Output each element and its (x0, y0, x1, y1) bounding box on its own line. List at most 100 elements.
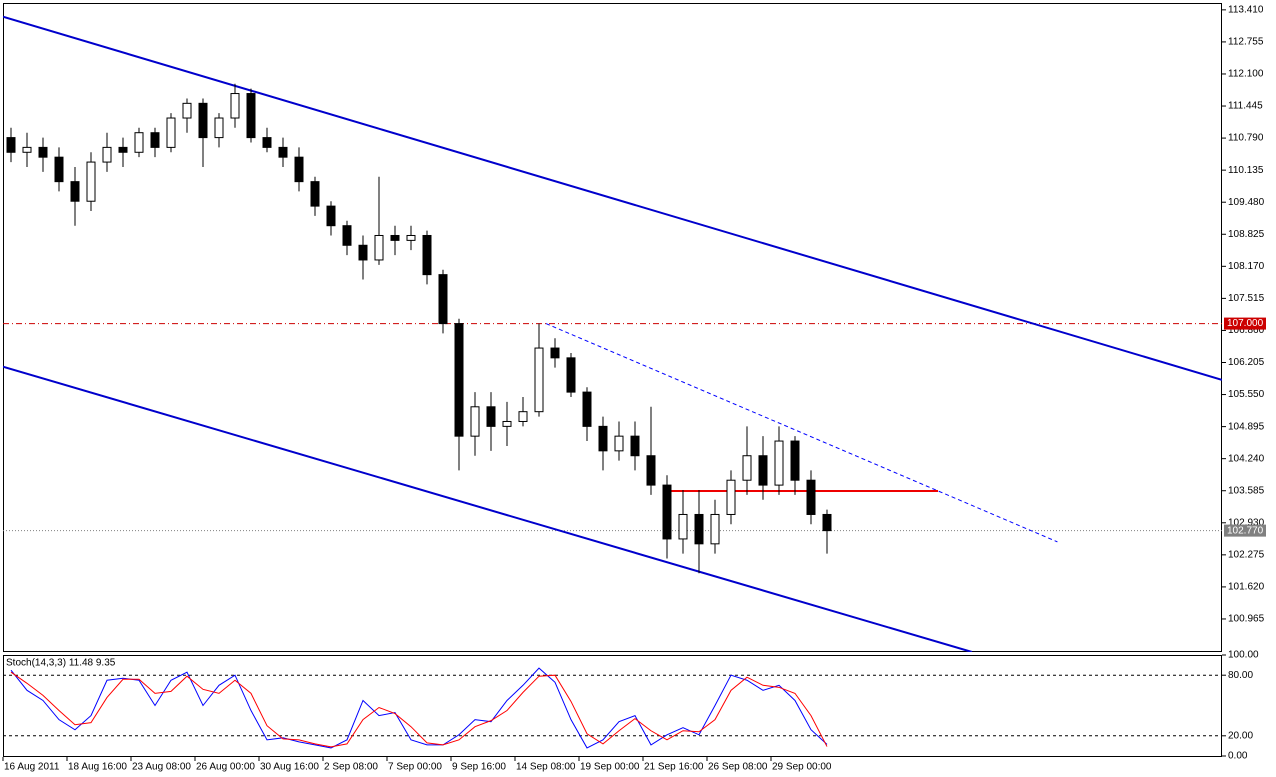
candle-body (214, 117, 224, 139)
candle-body (822, 513, 832, 532)
x-tick-label: 7 Sep 00:00 (388, 762, 442, 773)
y-tick-label: 108.170 (1228, 261, 1265, 272)
candle-body (502, 420, 512, 427)
x-tick-label: 21 Sep 16:00 (644, 762, 704, 773)
trendline (545, 323, 1058, 543)
y-tick-label: 108.825 (1228, 229, 1265, 240)
y-tick-label: 0.00 (1228, 751, 1248, 762)
price-label-box (1224, 317, 1266, 330)
candle-body (630, 435, 640, 457)
y-tick-label: 20.00 (1228, 730, 1253, 741)
y-tick-label: 104.895 (1228, 421, 1265, 432)
stoch-line (10, 671, 828, 748)
candle-body (486, 406, 496, 427)
main-panel (3, 3, 1222, 652)
x-tick-label: 9 Sep 16:00 (452, 762, 506, 773)
candle-body (310, 181, 320, 207)
plot-area (3, 15, 1222, 652)
candle-body (22, 146, 32, 153)
candle-body (454, 323, 464, 437)
candle-body (198, 102, 208, 139)
y-tick-label: 100.00 (1228, 650, 1259, 661)
candle-body (6, 137, 16, 153)
candle-body (102, 146, 112, 163)
stoch-title: Stoch(14,3,3) 11.48 9.35 (6, 658, 116, 669)
candle-body (54, 156, 64, 183)
price-label-box (1224, 524, 1266, 537)
candle-body (518, 411, 528, 422)
candle-body (662, 484, 672, 540)
y-tick-label: 105.550 (1228, 389, 1265, 400)
x-tick-label: 16 Aug 2011 (4, 762, 60, 773)
y-tick-label: 110.135 (1228, 165, 1264, 176)
y-tick-label: 103.585 (1228, 485, 1265, 496)
y-tick-label: 113.410 (1228, 4, 1264, 15)
price-label: 102.770 (1227, 525, 1264, 536)
candle-body (390, 234, 400, 241)
candle-body (774, 440, 784, 486)
candle-body (646, 455, 656, 486)
y-tick-label: 102.930 (1228, 517, 1265, 528)
candle-body (806, 479, 816, 515)
candle-body (246, 93, 256, 139)
candle-body (694, 513, 704, 545)
trendline (3, 15, 1222, 381)
candle-body (230, 93, 240, 119)
x-tick-label: 19 Sep 00:00 (580, 762, 640, 773)
candle-body (326, 205, 336, 227)
candle-body (534, 347, 544, 413)
y-tick-label: 101.620 (1228, 582, 1265, 593)
y-tick-label: 112.100 (1228, 69, 1264, 80)
candle-body (726, 479, 736, 515)
candle-body (790, 440, 800, 481)
y-tick-label: 112.755 (1228, 37, 1264, 48)
y-tick-label: 102.275 (1228, 549, 1265, 560)
candle-body (358, 244, 368, 261)
x-tick-label: 26 Sep 08:00 (708, 762, 768, 773)
y-tick-label: 106.205 (1228, 357, 1265, 368)
candle-body (150, 132, 160, 148)
y-tick-label: 107.515 (1228, 293, 1265, 304)
y-tick-label: 106.860 (1228, 325, 1265, 336)
x-tick-label: 2 Sep 08:00 (324, 762, 378, 773)
candle-body (70, 181, 80, 202)
candle-body (86, 161, 96, 202)
candle-body (406, 234, 416, 241)
candle-body (758, 455, 768, 486)
candle-body (118, 146, 128, 153)
candle-body (614, 435, 624, 452)
candle-body (742, 455, 752, 481)
candle-body (278, 146, 288, 158)
x-tick-label: 26 Aug 00:00 (196, 762, 255, 773)
candle-body (566, 357, 576, 393)
x-tick-label: 14 Sep 08:00 (516, 762, 576, 773)
candle-body (342, 225, 352, 246)
candle-body (678, 513, 688, 540)
candle-body (166, 117, 176, 148)
candle-body (470, 406, 480, 437)
candle-body (550, 347, 560, 359)
candle-body (582, 391, 592, 427)
candle-body (134, 132, 144, 153)
candle-body (262, 137, 272, 148)
candle-body (182, 102, 192, 119)
y-tick-label: 110.790 (1228, 133, 1264, 144)
x-tick-label: 23 Aug 08:00 (132, 762, 191, 773)
y-tick-label: 111.445 (1228, 101, 1263, 112)
y-tick-label: 100.965 (1228, 614, 1265, 625)
candle-body (422, 234, 432, 276)
candle-body (598, 425, 608, 452)
candle-body (374, 234, 384, 261)
y-tick-label: 80.00 (1228, 670, 1253, 681)
candle-body (438, 274, 448, 325)
y-tick-label: 104.240 (1228, 453, 1265, 464)
candle-body (38, 146, 48, 158)
x-tick-label: 29 Sep 00:00 (772, 762, 832, 773)
stoch-area (3, 667, 1222, 749)
trendline (3, 365, 973, 652)
price-label: 107.000 (1227, 318, 1264, 329)
stoch-panel (3, 655, 1222, 757)
x-tick-label: 18 Aug 16:00 (68, 762, 127, 773)
y-tick-label: 109.480 (1228, 197, 1265, 208)
